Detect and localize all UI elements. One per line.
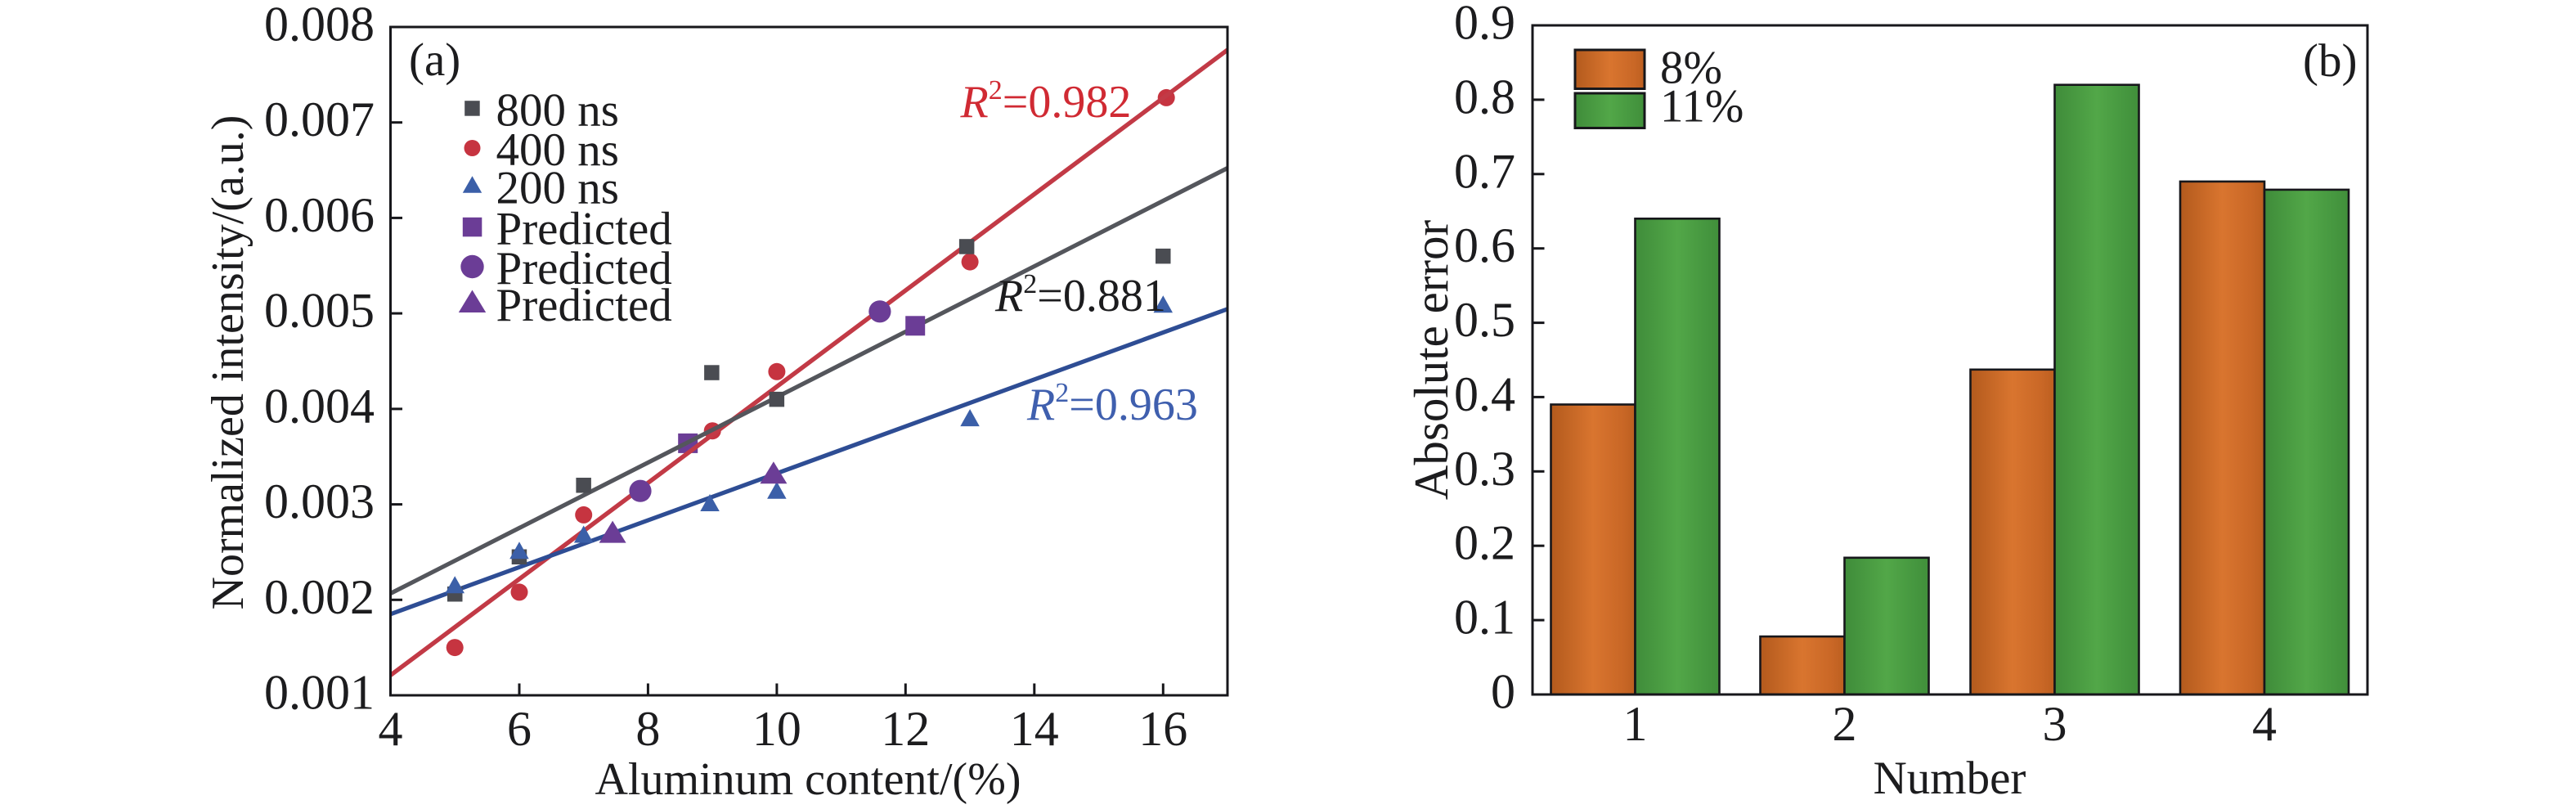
svg-text:0.5: 0.5 [1454,293,1515,347]
svg-text:16: 16 [1138,702,1187,756]
svg-text:0: 0 [1491,665,1515,719]
svg-text:4: 4 [2252,697,2277,751]
svg-text:Number: Number [1874,753,2026,804]
svg-text:1: 1 [1623,697,1648,751]
svg-text:0.4: 0.4 [1454,367,1515,421]
svg-text:4: 4 [379,702,403,756]
svg-text:(b): (b) [2303,35,2357,87]
svg-text:6: 6 [507,702,532,756]
svg-text:0.008: 0.008 [264,0,375,52]
svg-text:(a): (a) [409,34,460,86]
svg-text:0.9: 0.9 [1454,0,1515,50]
svg-text:Absolute error: Absolute error [1404,219,1458,500]
svg-text:800 ns: 800 ns [496,85,619,137]
svg-text:0.1: 0.1 [1454,591,1515,645]
svg-text:R2=0.881: R2=0.881 [994,269,1166,321]
svg-text:0.001: 0.001 [264,666,375,720]
svg-text:0.007: 0.007 [264,92,375,146]
svg-text:0.2: 0.2 [1454,516,1515,570]
svg-text:Predicted: Predicted [496,243,672,294]
svg-text:0.7: 0.7 [1454,144,1515,198]
svg-text:2: 2 [1833,697,1857,751]
svg-text:Predicted: Predicted [496,280,672,331]
svg-text:0.006: 0.006 [264,188,375,242]
svg-text:11%: 11% [1660,81,1744,133]
svg-text:Aluminum content/(%): Aluminum content/(%) [595,754,1021,805]
svg-text:200 ns: 200 ns [496,163,619,214]
svg-text:Predicted: Predicted [496,204,672,255]
svg-text:3: 3 [2043,697,2067,751]
svg-text:0.005: 0.005 [264,284,375,338]
svg-text:R2=0.982: R2=0.982 [960,75,1132,128]
svg-text:0.8: 0.8 [1454,70,1515,124]
svg-text:10: 10 [752,702,801,756]
svg-text:8: 8 [635,702,660,756]
svg-text:12: 12 [881,702,930,756]
svg-text:0.6: 0.6 [1454,218,1515,272]
svg-text:0.004: 0.004 [264,379,375,433]
svg-text:Normalized intensity/(a.u.): Normalized intensity/(a.u.) [203,115,254,610]
svg-text:400 ns: 400 ns [496,124,619,176]
svg-text:R2=0.963: R2=0.963 [1026,378,1198,430]
svg-text:0.3: 0.3 [1454,442,1515,496]
svg-text:0.003: 0.003 [264,474,375,528]
svg-text:8%: 8% [1660,43,1722,94]
svg-text:0.002: 0.002 [264,570,375,624]
svg-text:14: 14 [1010,702,1059,756]
